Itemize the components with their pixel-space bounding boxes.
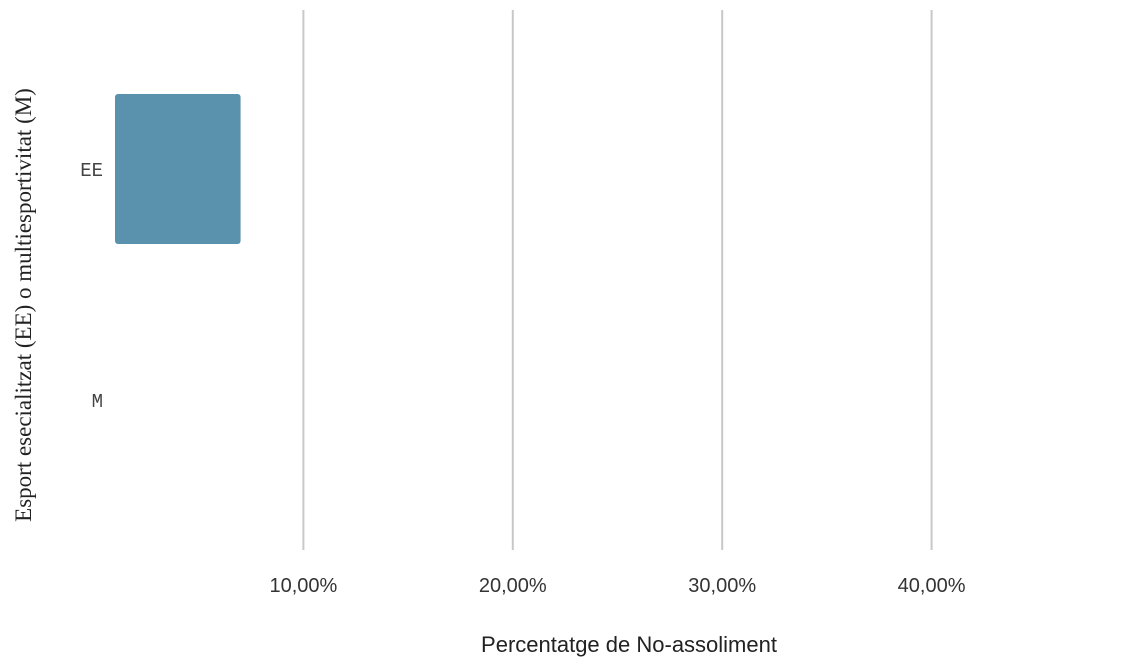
- x-tick-label-10: 10,00%: [269, 575, 337, 597]
- x-axis-title: Percentatge de No-assoliment: [481, 632, 777, 657]
- x-tick-label-20: 20,00%: [479, 575, 547, 597]
- gridlines: [302, 10, 933, 550]
- category-label-m: M: [92, 391, 103, 413]
- y-axis-title: Esport esecialitzat (EE) o multiesportiv…: [11, 88, 36, 522]
- x-tick-label-40: 40,00%: [898, 575, 966, 597]
- category-label-ee: EE: [80, 160, 103, 182]
- bars: [115, 94, 241, 244]
- bar-ee: [115, 94, 241, 244]
- x-tick-label-30: 30,00%: [688, 575, 756, 597]
- x-tick-labels: 10,00% 20,00% 30,00% 40,00%: [269, 575, 965, 597]
- category-labels: EE M: [80, 160, 103, 413]
